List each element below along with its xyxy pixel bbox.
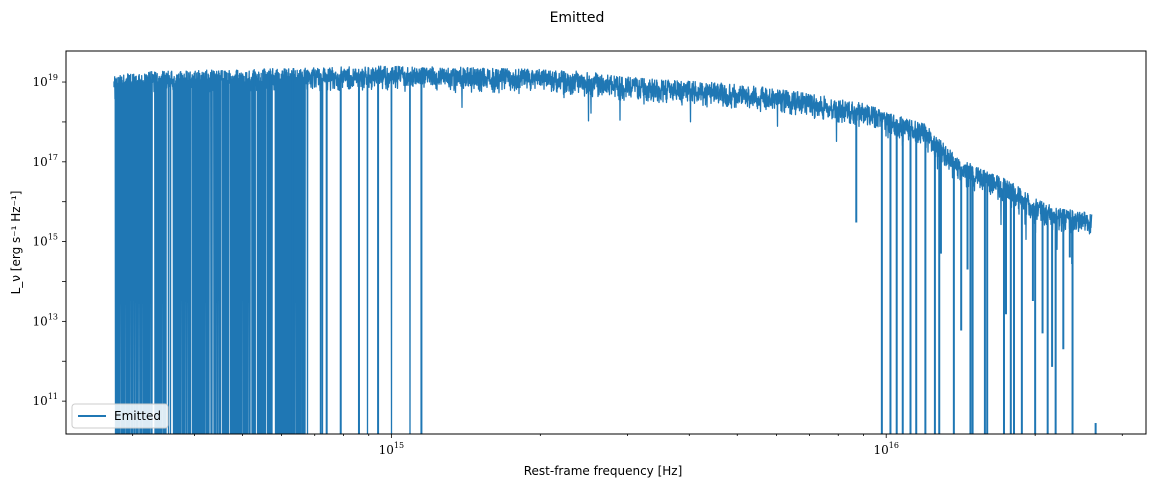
y-axis-label: L_ν [erg s⁻¹ Hz⁻¹] (9, 191, 23, 295)
legend-box (71, 403, 169, 429)
y-tick-label-4: 1019 (33, 73, 58, 89)
x-axis-ticks: 1015 1016 (132, 434, 1123, 457)
y-tick-label-2: 1015 (33, 233, 58, 249)
plot-area (65, 50, 1147, 435)
legend-label-emitted: Emitted (114, 409, 161, 423)
legend: Emitted (71, 403, 169, 429)
chart-title: Emitted (550, 10, 605, 26)
series-layer (113, 65, 1097, 434)
y-tick-label-0: 1011 (33, 392, 58, 408)
axes-frame (65, 50, 1147, 435)
x-axis-label: Rest-frame frequency [Hz] (524, 464, 683, 478)
y-axis-ticks: 1011 1013 1015 1017 1019 (33, 73, 66, 408)
x-tick-label-0: 1015 (379, 441, 404, 457)
y-tick-label-1: 1013 (33, 312, 58, 328)
series-line-emitted (113, 65, 1093, 434)
y-tick-label-3: 1017 (33, 153, 58, 169)
high-frequency-dips (895, 122, 1074, 434)
x-tick-label-1: 1016 (873, 441, 898, 457)
